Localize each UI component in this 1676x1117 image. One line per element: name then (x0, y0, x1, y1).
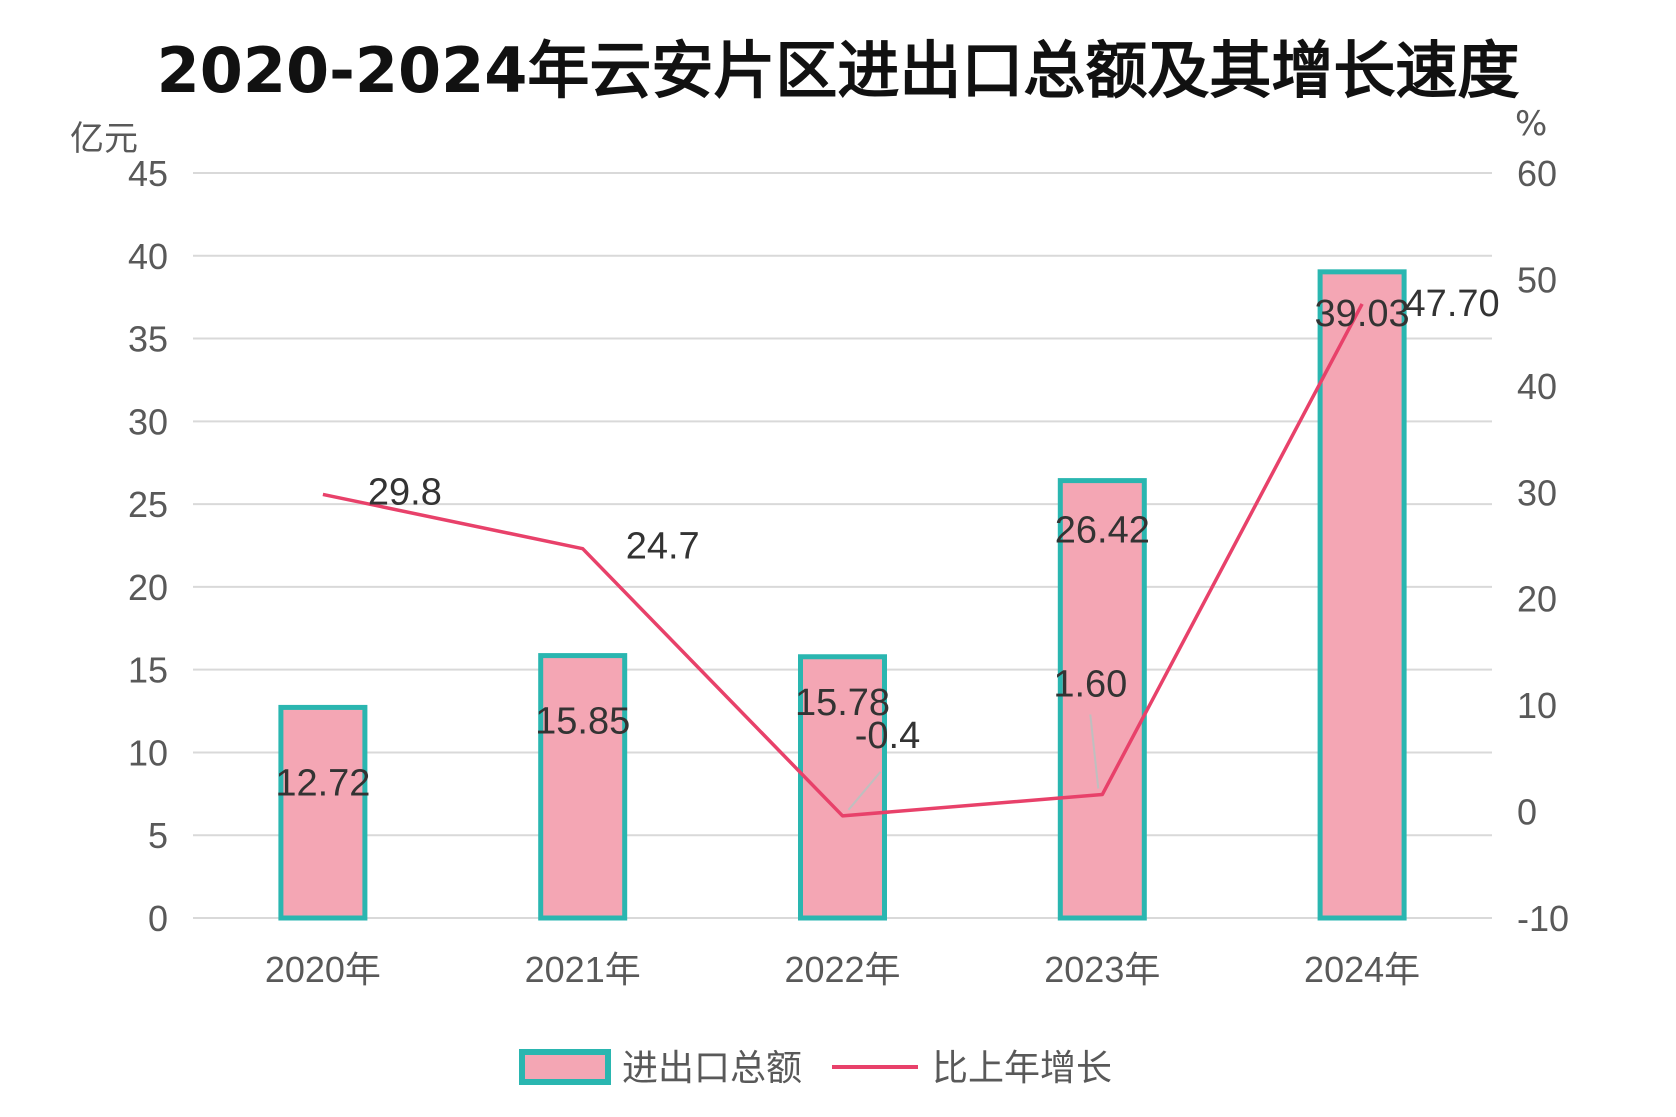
left-axis-tick-label: 10 (128, 732, 168, 773)
right-axis-tick-label: -10 (1517, 898, 1569, 939)
axis-labels: 0 5 10 15 20 25 30 35 40 45 -10 0 10 20 30 40 50 60 2020年 2… (128, 153, 1569, 990)
right-axis-tick-label: 50 (1517, 259, 1557, 300)
left-axis-tick-label: 45 (128, 153, 168, 194)
bar-value-label: 12.72 (275, 762, 370, 804)
bar-value-label: 39.03 (1315, 293, 1410, 335)
line-value-label: -0.4 (855, 715, 920, 757)
bar-value-label: 15.78 (795, 682, 890, 724)
bar-series (278, 269, 1407, 921)
left-axis-tick-label: 35 (128, 319, 168, 360)
left-axis-tick-label: 30 (128, 401, 168, 442)
bar (278, 704, 368, 921)
legend-swatch-bar (519, 1049, 611, 1085)
right-axis-tick-label: 60 (1517, 153, 1557, 194)
right-axis-tick-label: 20 (1517, 579, 1557, 620)
bar-value-label: 15.85 (535, 701, 630, 743)
chart-title: 2020-2024年云安片区进出口总额及其增长速度 (157, 34, 1520, 107)
right-axis-tick-label: 0 (1517, 792, 1537, 833)
bar (1057, 478, 1147, 921)
left-axis-tick-label: 0 (148, 898, 168, 939)
left-axis-tick-label: 15 (128, 650, 168, 691)
leader-line (847, 771, 882, 811)
bar (538, 653, 628, 921)
legend-label-line: 比上年增长 (932, 1048, 1112, 1089)
x-axis-tick-label: 2023年 (1044, 949, 1160, 990)
line-value-label: 29.8 (368, 471, 442, 513)
bar-value-label: 26.42 (1055, 510, 1150, 552)
left-axis-tick-label: 20 (128, 567, 168, 608)
leader-line (1089, 714, 1100, 789)
data-labels: 12.72 15.85 15.78 26.42 39.03 29.8 24.7 -0.4 1.6… (275, 283, 1500, 811)
bar (1317, 269, 1407, 921)
left-axis-tick-label: 40 (128, 236, 168, 277)
left-axis-tick-label: 25 (128, 484, 168, 525)
x-axis-tick-label: 2022年 (784, 949, 900, 990)
left-axis-unit: 亿元 (70, 119, 138, 159)
left-axis-tick-label: 5 (148, 815, 168, 856)
x-axis-tick-label: 2020年 (265, 949, 381, 990)
legend: 进出口总额 比上年增长 (519, 1048, 1112, 1089)
line-series (322, 303, 1364, 818)
right-axis-tick-label: 30 (1517, 472, 1557, 513)
right-axis-tick-label: 40 (1517, 366, 1557, 407)
line-value-label: 47.70 (1405, 283, 1500, 325)
legend-label-bar: 进出口总额 (622, 1048, 802, 1089)
x-axis-tick-label: 2021年 (525, 949, 641, 990)
x-axis-tick-label: 2024年 (1304, 949, 1420, 990)
right-axis-unit: % (1515, 104, 1547, 144)
right-axis-tick-label: 10 (1517, 685, 1557, 726)
line-value-label: 24.7 (626, 526, 700, 568)
line-path (322, 303, 1364, 818)
line-value-label: 1.60 (1053, 664, 1127, 706)
